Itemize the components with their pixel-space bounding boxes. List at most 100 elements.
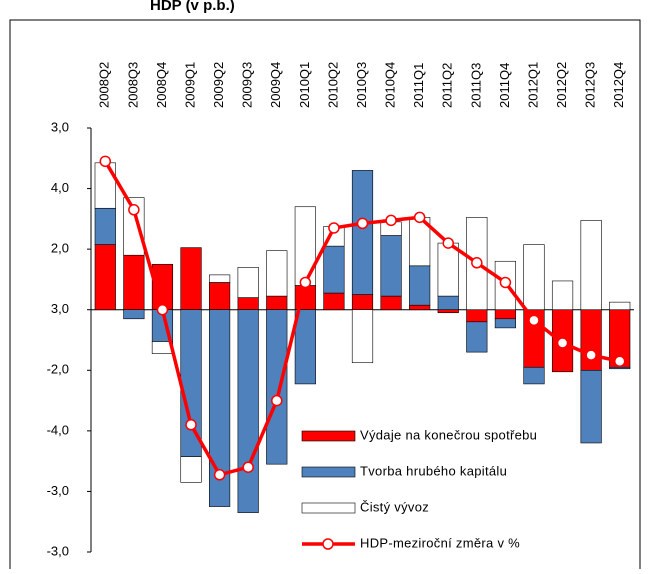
bar: [409, 265, 431, 306]
bar: [409, 304, 431, 311]
bar: [437, 295, 459, 311]
x-tick-label: 2012Q2: [554, 62, 569, 108]
line-marker: [499, 276, 512, 289]
bar: [609, 301, 631, 311]
line-marker: [413, 211, 426, 224]
line-marker: [385, 214, 397, 227]
y-tick-label: -3,0: [47, 483, 69, 498]
x-tick-label: 2011Q4: [497, 63, 512, 108]
bar: [123, 309, 145, 320]
y-tick-label: -4,0: [47, 422, 69, 437]
bar: [94, 162, 116, 209]
legend-swatch: [301, 430, 356, 442]
line-marker: [328, 222, 340, 234]
bar: [180, 456, 202, 483]
bar: [580, 309, 602, 371]
y-tick-label: -3,0: [47, 543, 69, 558]
legend-label: Tvorba hrubého kapitálu: [360, 463, 507, 478]
bar: [266, 295, 288, 311]
line-marker: [299, 276, 312, 289]
bar: [351, 309, 374, 364]
bar: [209, 309, 231, 507]
bar: [94, 244, 116, 311]
y-tick-label: 2,0: [51, 241, 69, 256]
bar: [294, 309, 316, 385]
chart-frame: [9, 19, 641, 574]
x-tick-label: 2011Q2: [440, 63, 455, 108]
y-tick-label: -2,0: [47, 362, 69, 377]
bar: [209, 274, 231, 283]
x-tick-label: 2010Q3: [354, 62, 369, 108]
x-tick-label: 2009Q4: [268, 62, 283, 108]
y-tick-label: 3,0: [51, 119, 69, 134]
line-marker: [185, 419, 197, 431]
line-marker: [156, 303, 169, 316]
line-marker: [442, 237, 454, 249]
bar: [323, 245, 345, 294]
line-marker: [128, 204, 140, 216]
bar: [437, 242, 459, 297]
bar: [266, 250, 288, 297]
bar: [351, 170, 374, 295]
line-marker: [613, 355, 626, 367]
chart-title: HDP (v p.b.): [150, 0, 235, 14]
x-tick-label: 2010Q1: [297, 62, 312, 108]
bar: [466, 309, 488, 323]
bar: [494, 309, 516, 320]
x-tick-label: 2012Q4: [611, 62, 626, 108]
line-marker: [556, 337, 569, 349]
x-tick-label: 2008Q4: [154, 62, 169, 108]
x-tick-label: 2010Q2: [325, 62, 340, 108]
x-tick-label: 2009Q1: [182, 62, 197, 108]
line-marker: [585, 349, 597, 361]
bar: [523, 366, 545, 385]
bar: [209, 282, 231, 311]
bar: [380, 235, 402, 297]
bar: [380, 295, 402, 311]
line-marker: [471, 257, 483, 269]
line-marker: [99, 155, 112, 168]
bar: [580, 220, 602, 311]
bar: [580, 369, 602, 444]
bar: [294, 206, 316, 286]
x-tick-label: 2011Q1: [411, 63, 426, 108]
x-tick-label: 2012Q1: [525, 62, 540, 108]
line-marker: [271, 394, 283, 407]
x-tick-label: 2008Q2: [97, 62, 112, 108]
line-marker: [213, 469, 226, 481]
y-tick-label: 3,0: [51, 301, 69, 316]
bar: [523, 244, 545, 311]
x-tick-label: 2010Q4: [383, 62, 398, 108]
bar: [180, 247, 202, 311]
x-tick-label: 2009Q3: [240, 62, 255, 108]
bar: [94, 207, 116, 245]
legend-swatch: [301, 502, 356, 514]
legend-marker: [322, 538, 334, 550]
bar: [494, 318, 516, 329]
bar: [123, 254, 145, 311]
bar: [466, 321, 488, 353]
bar: [351, 294, 374, 311]
legend-label: HDP-meziroční změra v %: [360, 535, 520, 550]
x-tick-label: 2011Q3: [468, 63, 483, 108]
bar: [266, 309, 288, 465]
x-tick-label: 2012Q3: [583, 62, 598, 108]
y-tick-label: 4,0: [51, 180, 69, 195]
legend-label: Výdaje na konečrou spotřebu: [360, 427, 537, 442]
bar: [237, 309, 259, 513]
bar: [551, 280, 574, 311]
x-tick-label: 2008Q3: [125, 62, 140, 108]
legend-swatch: [301, 466, 356, 478]
line-marker: [528, 314, 540, 327]
legend-label: Čistý vývoz: [360, 499, 429, 514]
bar: [437, 309, 459, 314]
x-tick-label: 2009Q2: [211, 62, 226, 108]
line-marker: [356, 217, 369, 230]
bar: [323, 292, 345, 311]
bar: [609, 366, 631, 370]
bar: [237, 297, 259, 311]
line-marker: [242, 461, 254, 473]
title-bg: [120, 0, 320, 16]
bar: [237, 267, 259, 298]
